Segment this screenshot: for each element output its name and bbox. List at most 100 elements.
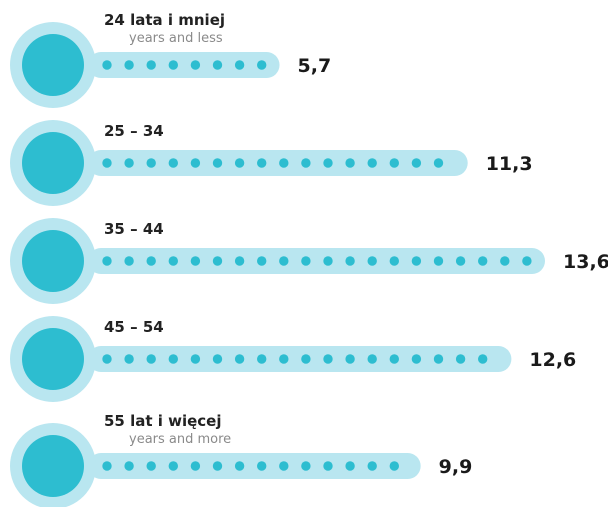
tube-dot [234,158,245,168]
bar [88,52,280,78]
tube-dot [124,60,134,70]
tube-dot [411,354,422,364]
bar-group: 55 lat i więcej years and more 9,9 [10,412,472,507]
tube-dot [257,60,267,70]
tube-dot [301,256,311,266]
tube-dot [455,256,466,266]
tube-dot [323,256,333,266]
tube-dot [367,158,377,168]
tube-dot [522,256,532,266]
tube-dot [190,256,201,266]
tube-dot [279,256,289,266]
tube-dot [389,256,399,266]
tube-dot [146,60,156,70]
tube-dot [345,256,355,266]
tube-dot [323,158,333,168]
tube-dot [323,461,333,471]
tube-dot [190,461,201,471]
tube-dot [124,256,134,266]
tube-dot [212,354,223,364]
tube-dot [102,354,112,364]
tube-dot [345,158,355,168]
bar-group: 25 – 34 11,3 [10,120,533,206]
category-label: 24 lata i mniej [104,11,225,29]
bar [88,248,545,274]
value-label: 13,6 [563,251,608,273]
tube-dot [168,158,178,168]
tube-dot [168,60,178,70]
tube-dot [124,461,134,471]
value-label: 11,3 [486,153,533,175]
tube-dot [257,158,267,168]
tube-dot [500,256,510,266]
tube-dot [168,256,178,266]
tube-dot [367,354,377,364]
tube-dot [234,354,245,364]
tube-dot [478,256,488,266]
bulb-inner [22,34,84,96]
tube-dot [433,256,444,266]
tube-dot [257,354,267,364]
tube-dot [102,158,112,168]
tube-dot [301,158,311,168]
bulb-inner [22,328,84,390]
tube-dot [146,461,156,471]
tube-dot [478,354,488,364]
tube-dot [102,60,112,70]
bar [88,346,512,372]
tube-dot [279,461,289,471]
tube-dot [345,354,355,364]
tube-dot [257,461,267,471]
tube-dot [124,158,134,168]
tube-dot [433,354,444,364]
category-label: 25 – 34 [104,122,164,140]
value-label: 9,9 [439,456,473,478]
tube-dot [279,354,289,364]
tube-dot [234,256,245,266]
tube-dot [146,354,156,364]
tube-dot [168,354,178,364]
tube-dot [190,60,201,70]
category-label: 35 – 44 [104,220,164,238]
tube-dot [234,461,245,471]
tube-dot [190,354,201,364]
bulb-inner [22,435,84,497]
bulb-inner [22,230,84,292]
tube-dot [389,354,399,364]
bulb-inner [22,132,84,194]
tube-dot [212,461,223,471]
tube-dot [367,256,377,266]
tube-dot [102,461,112,471]
category-sublabel: years and less [129,31,223,46]
value-label: 12,6 [529,349,576,371]
tube-dot [124,354,134,364]
bar-group: 24 lata i mniej years and less 5,7 [10,11,331,108]
tube-dot [411,158,422,168]
tube-dot [102,256,112,266]
tube-dot [389,158,399,168]
tube-dot [234,60,245,70]
tube-dot [389,461,399,471]
tube-dot [301,461,311,471]
tube-dot [279,158,289,168]
tube-dot [257,256,267,266]
category-sublabel: years and more [129,432,231,447]
tube-dot [146,256,156,266]
tube-dot [411,256,422,266]
value-label: 5,7 [298,55,332,77]
bar [88,453,421,479]
tube-dot [323,354,333,364]
tube-dot [345,461,355,471]
bar-group: 45 – 54 12,6 [10,316,576,402]
tube-dot [212,158,223,168]
category-label: 55 lat i więcej [104,412,222,430]
tube-dot [301,354,311,364]
tube-dot [455,354,466,364]
tube-dot [433,158,444,168]
tube-dot [367,461,377,471]
tube-dot [146,158,156,168]
bar-group: 35 – 44 13,6 [10,218,608,304]
category-label: 45 – 54 [104,318,164,336]
tube-dot [212,60,223,70]
